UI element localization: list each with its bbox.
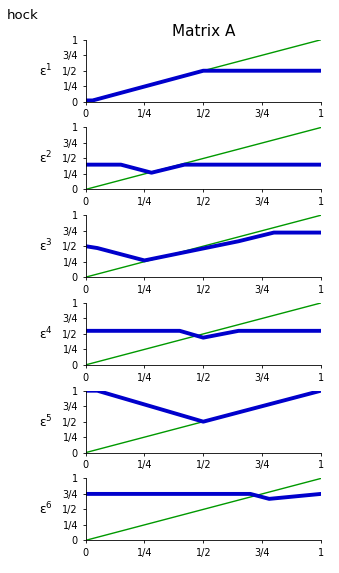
Y-axis label: ε$^{6}$: ε$^{6}$ [39,501,53,517]
Y-axis label: ε$^{4}$: ε$^{4}$ [39,325,53,342]
Y-axis label: ε$^{5}$: ε$^{5}$ [39,413,53,430]
Y-axis label: ε$^{2}$: ε$^{2}$ [39,150,53,167]
Title: Matrix A: Matrix A [172,23,235,38]
Y-axis label: ε$^{1}$: ε$^{1}$ [39,62,53,79]
Y-axis label: ε$^{3}$: ε$^{3}$ [39,238,53,254]
Text: hock: hock [7,9,39,22]
